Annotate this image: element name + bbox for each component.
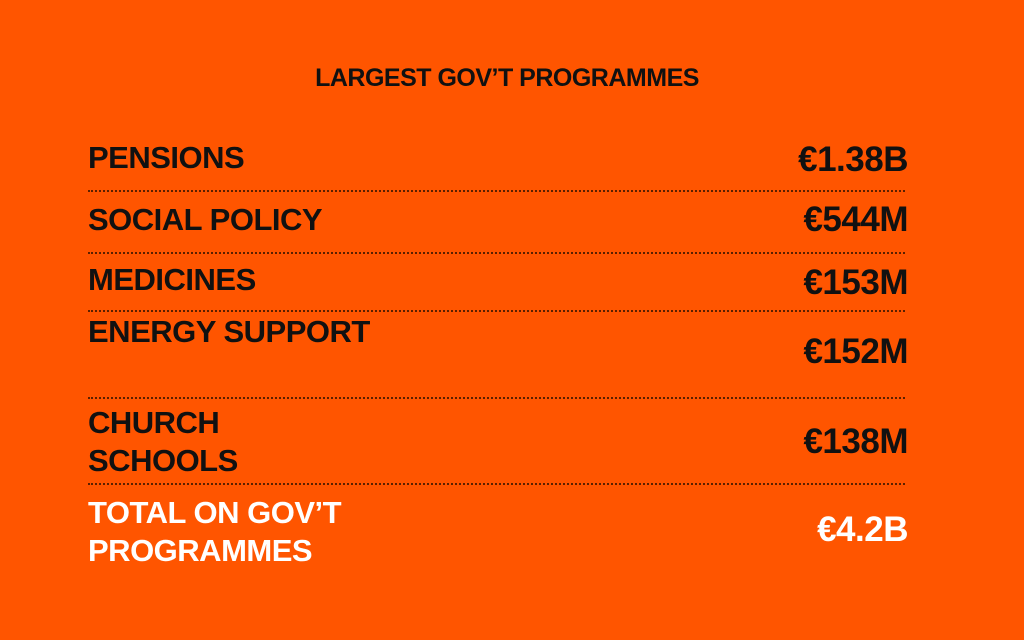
row-label: CHURCH SCHOOLS bbox=[88, 405, 238, 478]
row-label: PENSIONS bbox=[88, 140, 245, 175]
divider bbox=[88, 190, 905, 192]
row-value: €544M bbox=[803, 200, 908, 239]
divider bbox=[88, 252, 905, 254]
row-value: €138M bbox=[803, 422, 908, 461]
row-value: €152M bbox=[803, 332, 908, 371]
total-label: TOTAL ON GOV’T PROGRAMMES bbox=[88, 495, 342, 568]
row-label: MEDICINES bbox=[88, 262, 256, 297]
row-value: €153M bbox=[803, 263, 908, 302]
row-value: €1.38B bbox=[798, 140, 908, 179]
divider bbox=[88, 483, 905, 485]
row-label: ENERGY SUPPORT bbox=[88, 314, 370, 349]
divider bbox=[88, 397, 905, 399]
title: LARGEST GOV’T PROGRAMMES bbox=[315, 64, 699, 92]
row-label: SOCIAL POLICY bbox=[88, 202, 323, 237]
total-value: €4.2B bbox=[817, 510, 908, 549]
divider bbox=[88, 310, 905, 312]
